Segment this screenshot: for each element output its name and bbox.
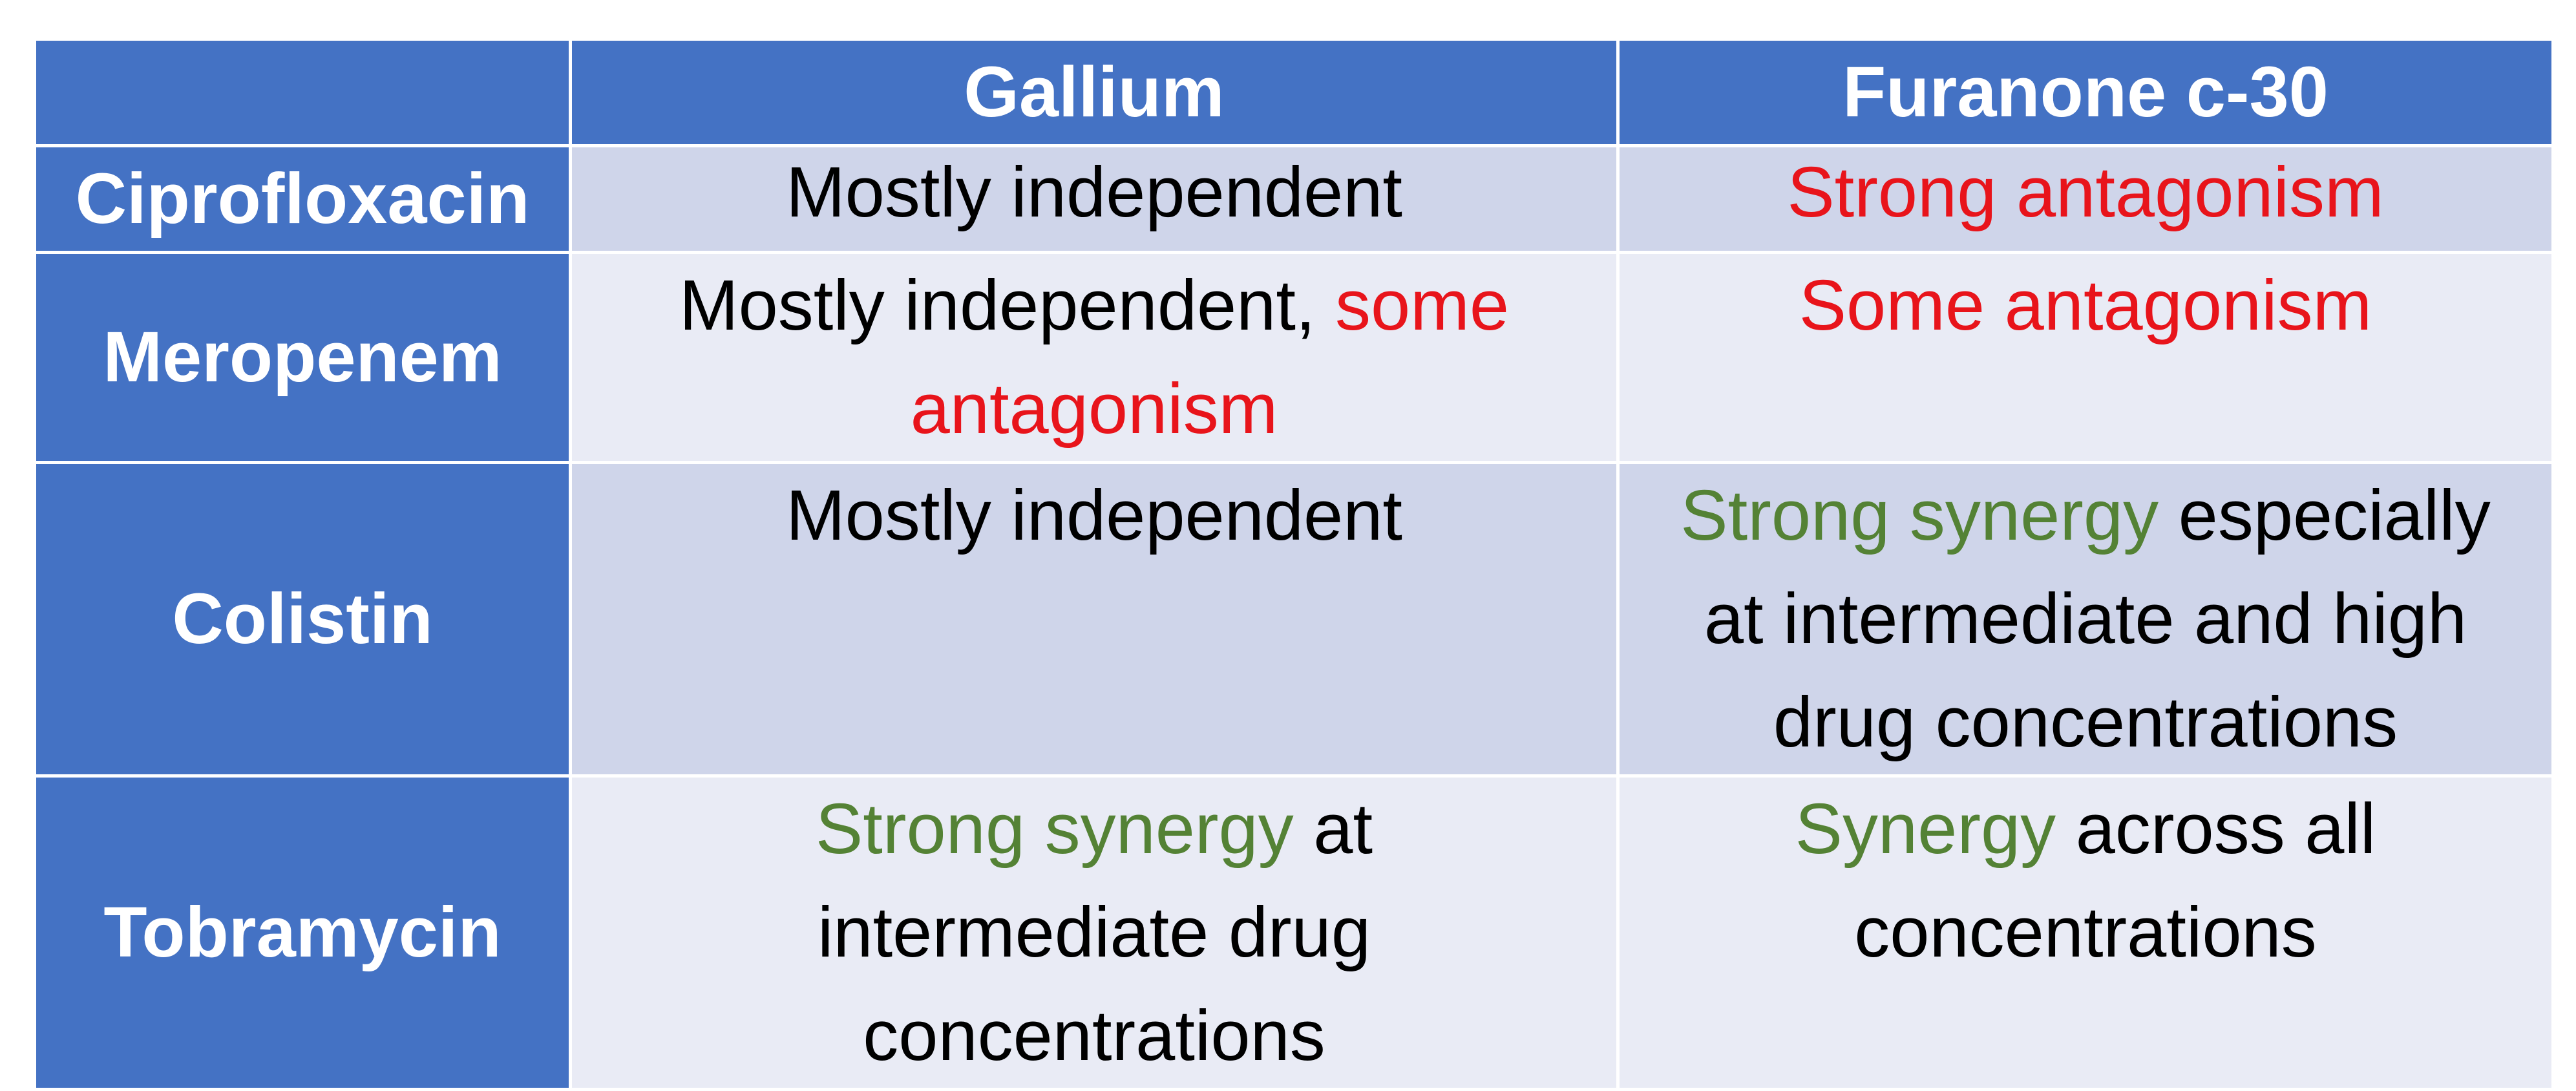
table-cell: Strong synergy at intermediate drug conc… xyxy=(569,774,1620,1091)
cell-text: Strong antagonism xyxy=(1787,153,2384,232)
column-header: Gallium xyxy=(569,37,1620,147)
table-cell: Mostly independent, some antagonism xyxy=(569,251,1620,464)
cell-text: at intermediate drug concentrations xyxy=(817,789,1393,1075)
table-row: Ciprofloxacin Mostly independent Strong an… xyxy=(33,144,2555,254)
header-row: Gallium Furanone c-30 xyxy=(33,37,2555,147)
page: Gallium Furanone c-30 Ciprofloxacin Mostl… xyxy=(33,37,2555,1091)
corner-cell xyxy=(33,37,572,147)
cell-text: Mostly independent xyxy=(786,153,1402,232)
cell-text: Mostly independent xyxy=(786,476,1402,555)
table-cell: Strong synergy especially at intermediat… xyxy=(1616,461,2555,778)
cell-text: especially at intermediate and high drug… xyxy=(1704,476,2511,762)
table-cell: Some antagonism xyxy=(1616,251,2555,464)
row-header: Meropenem xyxy=(33,251,572,464)
cell-text: Strong synergy xyxy=(815,789,1294,869)
table-row: Tobramycin Strong synergy at intermediate… xyxy=(33,774,2555,1091)
row-header: Ciprofloxacin xyxy=(33,144,572,254)
table-row: Colistin Mostly independent Strong synergy… xyxy=(33,461,2555,778)
table-cell: Mostly independent xyxy=(569,461,1620,778)
row-header: Colistin xyxy=(33,461,572,778)
cell-text: Mostly independent, xyxy=(679,266,1336,345)
cell-text: some antagonism xyxy=(910,266,1529,449)
cell-text: Strong synergy xyxy=(1680,476,2159,555)
column-header: Furanone c-30 xyxy=(1616,37,2555,147)
cell-text: Synergy xyxy=(1795,789,2056,869)
table-cell: Synergy across all concentrations xyxy=(1616,774,2555,1091)
cell-text: Some antagonism xyxy=(1799,266,2372,345)
table-cell: Mostly independent xyxy=(569,144,1620,254)
table-row: Meropenem Mostly independent, some antago… xyxy=(33,251,2555,464)
comparison-table: Gallium Furanone c-30 Ciprofloxacin Mostl… xyxy=(33,37,2555,1091)
row-header: Tobramycin xyxy=(33,774,572,1091)
table-body: Ciprofloxacin Mostly independent Strong an… xyxy=(33,144,2555,1091)
table-cell: Strong antagonism xyxy=(1616,144,2555,254)
cell-text: across all concentrations xyxy=(1854,789,2396,972)
